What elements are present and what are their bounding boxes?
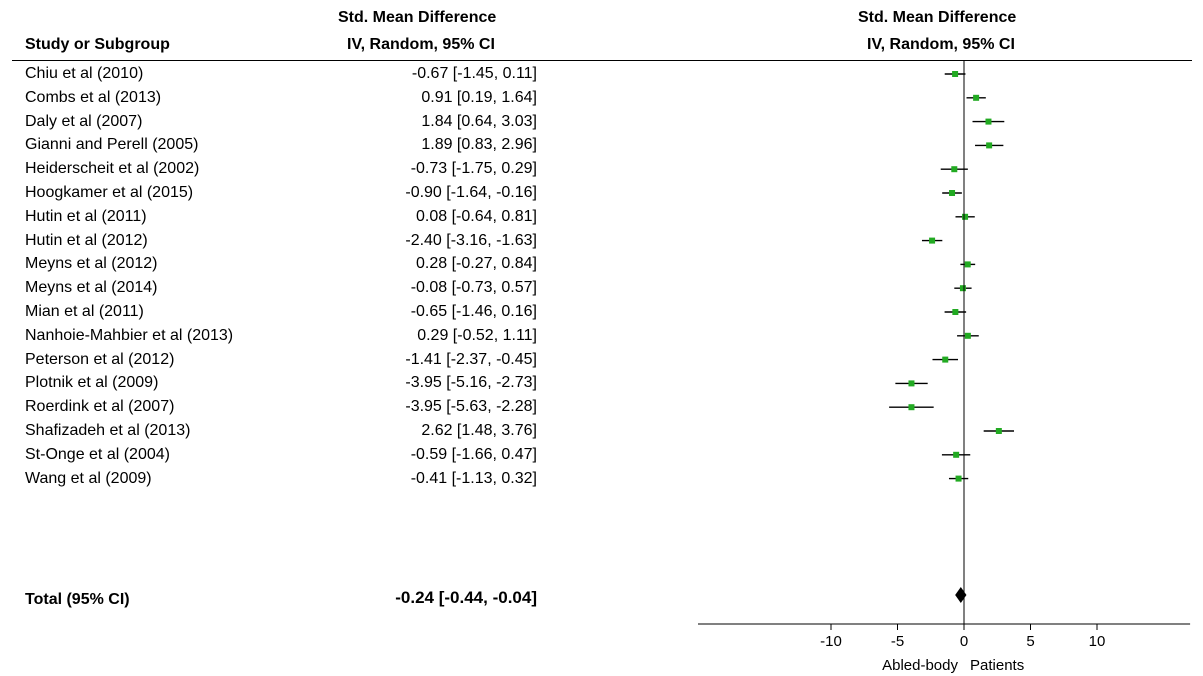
point-marker (942, 356, 949, 363)
study-name: Mian et al (2011) (25, 303, 144, 320)
study-name: Combs et al (2013) (25, 88, 162, 106)
study-estimate: 0.91 [0.19, 1.64] (421, 88, 537, 106)
study-name: Chiu et al (2010) (25, 65, 144, 82)
pooled-diamond (955, 587, 967, 603)
study-name: Shafizadeh et al (2013) (25, 422, 191, 439)
point-marker (959, 285, 966, 292)
point-marker (973, 94, 980, 101)
point-marker (952, 71, 959, 77)
point-marker (949, 190, 956, 196)
study-estimate: 2.62 [1.48, 3.76] (421, 422, 537, 439)
study-estimate: -0.90 [-1.64, -0.16] (405, 184, 537, 201)
study-name: Hutin et al (2012) (25, 231, 148, 249)
study-estimate: -0.65 [-1.46, 0.16] (410, 303, 537, 320)
header-rule (12, 60, 1192, 61)
axis-caption-left: Abled-body (882, 657, 958, 674)
x-tick-label: 0 (960, 633, 968, 650)
study-estimate: 0.28 [-0.27, 0.84] (416, 255, 537, 273)
study-estimate: 1.84 [0.64, 3.03] (421, 112, 537, 130)
study-estimate: 1.89 [0.83, 2.96] (421, 136, 537, 154)
point-marker (908, 380, 915, 387)
plot-column-header-line1: Std. Mean Difference (858, 9, 1017, 26)
study-estimate: -0.41 [-1.13, 0.32] (410, 469, 537, 487)
study-name: Daly et al (2007) (25, 112, 143, 130)
study-estimate: -0.59 [-1.66, 0.47] (410, 445, 537, 463)
study-estimate: -1.41 [-2.37, -0.45] (405, 350, 537, 368)
point-marker (986, 142, 993, 149)
study-estimate: 0.08 [-0.64, 0.81] (416, 207, 537, 225)
estimate-column-header-line1: Std. Mean Difference (338, 9, 497, 26)
study-estimate: -0.67 [-1.45, 0.11] (411, 65, 537, 82)
study-estimate: -3.95 [-5.63, -2.28] (405, 398, 537, 416)
study-name: Hutin et al (2011) (25, 207, 147, 225)
study-estimate: 0.29 [-0.52, 1.11] (417, 326, 537, 344)
study-column-header: Study or Subgroup (25, 36, 170, 53)
point-marker (951, 166, 958, 173)
study-name: Hoogkamer et al (2015) (25, 184, 194, 201)
study-name: Meyns et al (2012) (25, 255, 158, 273)
x-tick-label: 10 (1089, 633, 1106, 650)
point-marker (929, 237, 936, 244)
point-marker (995, 428, 1002, 434)
x-tick-label: -10 (820, 633, 842, 650)
study-name: Gianni and Perell (2005) (25, 136, 199, 154)
point-marker (955, 475, 962, 482)
point-marker (952, 309, 959, 315)
study-estimate: -2.40 [-3.16, -1.63] (405, 231, 537, 249)
study-name: Wang et al (2009) (25, 469, 152, 487)
x-tick-label: 5 (1026, 633, 1034, 650)
total-estimate: -0.24 [-0.44, -0.04] (395, 588, 537, 607)
x-tick-label: -5 (891, 633, 904, 650)
study-name: Roerdink et al (2007) (25, 398, 175, 416)
study-name: Peterson et al (2012) (25, 350, 175, 368)
total-label: Total (95% CI) (25, 591, 130, 608)
study-name: St-Onge et al (2004) (25, 445, 170, 463)
study-name: Plotnik et al (2009) (25, 374, 159, 392)
point-marker (962, 213, 969, 220)
point-marker (985, 118, 992, 125)
point-marker (953, 451, 960, 458)
estimate-column-header-line2: IV, Random, 95% CI (347, 36, 495, 53)
study-estimate: -0.73 [-1.75, 0.29] (410, 160, 537, 178)
point-marker (908, 404, 915, 411)
study-name: Nanhoie-Mahbier et al (2013) (25, 326, 234, 344)
study-name: Heiderscheit et al (2002) (25, 160, 200, 178)
point-marker (964, 261, 971, 268)
study-estimate: -0.08 [-0.73, 0.57] (410, 279, 537, 297)
plot-column-header-line2: IV, Random, 95% CI (867, 36, 1015, 53)
study-name: Meyns et al (2014) (25, 279, 158, 297)
axis-caption-right: Patients (970, 657, 1024, 674)
study-estimate: -3.95 [-5.16, -2.73] (405, 374, 537, 392)
point-marker (964, 332, 971, 339)
